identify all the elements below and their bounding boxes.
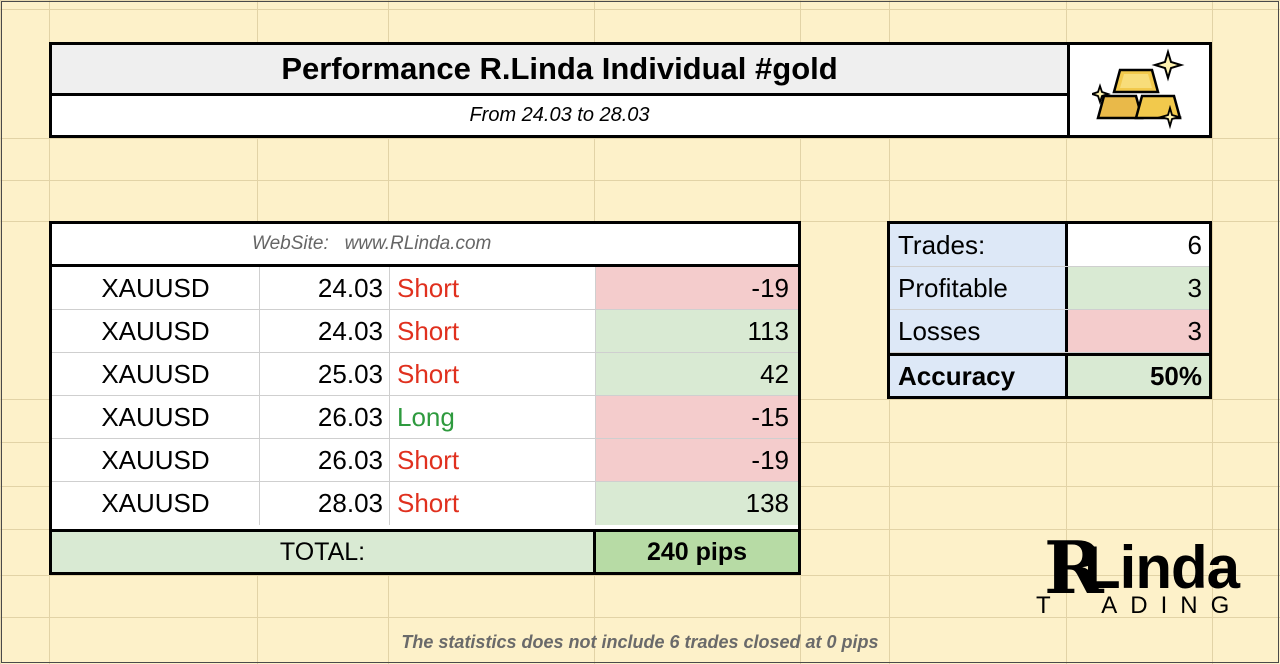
direction-cell: Short [390,439,596,481]
grid-line [0,138,1280,139]
footnote: The statistics does not include 6 trades… [401,632,879,652]
brand-tagline: T ADING [1036,592,1243,619]
grid-line [0,575,1280,576]
pips-cell: 42 [596,353,798,395]
table-row: XAUUSD 25.03 Short 42 [52,353,798,396]
page-title: Performance R.Linda Individual #gold [52,45,1067,96]
stats-table: Trades: 6 Profitable 3 Losses 3 Accuracy… [887,221,1212,399]
table-row: XAUUSD 26.03 Short -19 [52,439,798,482]
date-cell: 24.03 [260,310,390,352]
table-row: XAUUSD 26.03 Long -15 [52,396,798,439]
grid-line [0,9,1280,10]
date-cell: 26.03 [260,439,390,481]
pips-cell: -15 [596,396,798,438]
date-cell: 28.03 [260,482,390,525]
profitable-label: Profitable [890,267,1068,309]
trades-label: Trades: [890,224,1068,266]
stats-row-accuracy: Accuracy 50% [890,353,1209,396]
total-row: TOTAL: 240 pips [52,529,798,572]
date-cell: 26.03 [260,396,390,438]
direction-cell: Short [390,482,596,525]
header-block: Performance R.Linda Individual #gold Fro… [49,42,1212,138]
date-cell: 24.03 [260,267,390,309]
pips-cell: 113 [596,310,798,352]
pair-cell: XAUUSD [52,267,260,309]
losses-value: 3 [1068,310,1209,352]
pair-cell: XAUUSD [52,310,260,352]
pair-cell: XAUUSD [52,396,260,438]
logo-cell [1067,45,1209,135]
total-value: 240 pips [596,532,798,572]
website-row: WebSite: www.RLinda.com [52,224,798,267]
table-row: XAUUSD 28.03 Short 138 [52,482,798,525]
stats-row-losses: Losses 3 [890,310,1209,353]
gold-bars-icon [1091,48,1184,130]
website-link[interactable]: WebSite: www.RLinda.com [252,233,492,254]
direction-cell: Short [390,310,596,352]
direction-cell: Short [390,267,596,309]
accuracy-value: 50% [1068,356,1209,396]
direction-cell: Short [390,353,596,395]
date-range: From 24.03 to 28.03 [469,104,650,126]
trades-table: WebSite: www.RLinda.com XAUUSD 24.03 Sho… [49,221,801,575]
brand-logo: R Linda T ADING [1036,529,1246,623]
trades-value: 6 [1187,229,1202,260]
table-row: XAUUSD 24.03 Short -19 [52,267,798,310]
pair-cell: XAUUSD [52,439,260,481]
stats-row-profitable: Profitable 3 [890,267,1209,310]
stats-row-trades: Trades: 6 [890,224,1209,267]
pair-cell: XAUUSD [52,482,260,525]
pips-cell: 138 [596,482,798,525]
pips-cell: -19 [596,439,798,481]
total-label: TOTAL: [52,532,596,572]
brand-initial: R [1044,525,1104,610]
accuracy-label: Accuracy [890,356,1068,396]
pair-cell: XAUUSD [52,353,260,395]
pips-cell: -19 [596,267,798,309]
grid-line [0,180,1280,181]
grid-line [1212,0,1213,664]
date-cell: 25.03 [260,353,390,395]
losses-label: Losses [890,310,1068,352]
grid-line [0,617,1280,618]
table-row: XAUUSD 24.03 Short 113 [52,310,798,353]
brand-name: Linda [1084,534,1240,601]
direction-cell: Long [390,396,596,438]
profitable-value: 3 [1068,267,1209,309]
